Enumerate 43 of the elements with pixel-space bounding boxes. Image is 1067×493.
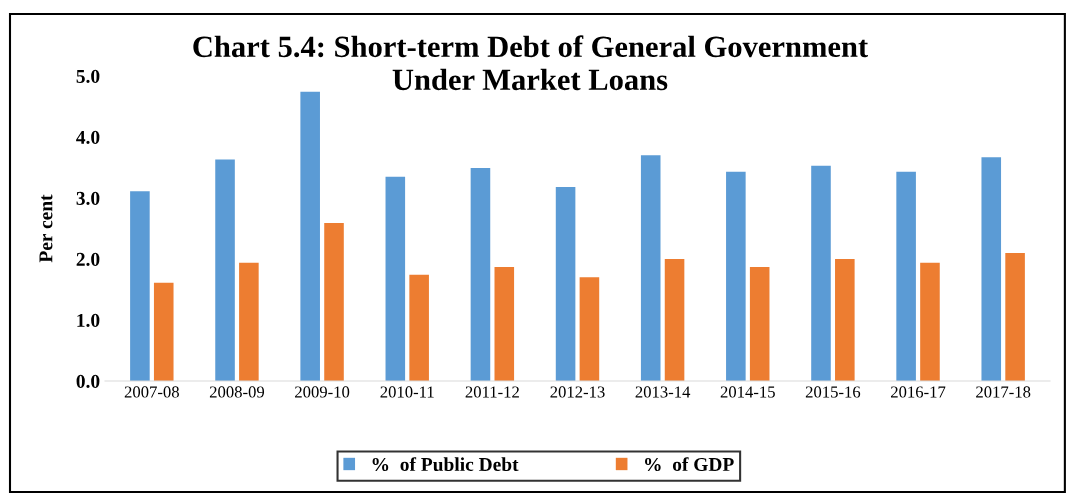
- bar: [726, 171, 746, 381]
- x-tick-label: 2010-11: [380, 386, 434, 398]
- x-tick-label: 2007-08: [124, 386, 179, 398]
- bar: [664, 259, 685, 381]
- y-axis-title: Per cent: [39, 194, 53, 263]
- bar: [920, 262, 940, 381]
- y-tick-label: 5.0: [76, 69, 100, 84]
- x-tick-label: 2008-09: [209, 386, 265, 398]
- bar: [153, 282, 174, 381]
- y-tick-label: 1.0: [77, 313, 100, 328]
- x-tick-label: 2016-17: [891, 386, 946, 398]
- bar: [130, 191, 150, 381]
- bar: [555, 187, 576, 381]
- bar: [385, 176, 406, 381]
- y-tick-label: 2.0: [76, 252, 100, 267]
- bar: [749, 266, 770, 381]
- bar: [835, 259, 855, 381]
- x-tick-label: 2012-13: [550, 386, 605, 398]
- bar: [1005, 252, 1025, 381]
- x-tick-label: 2017-18: [976, 386, 1031, 398]
- x-tick-label: 2011-12: [465, 386, 519, 398]
- x-tick-label: 2015-16: [805, 386, 861, 398]
- bar: [494, 266, 515, 381]
- legend-label: % of GDP: [645, 457, 734, 472]
- bar: [409, 274, 429, 381]
- bar: [811, 165, 831, 381]
- x-tick-label: 2014-15: [720, 386, 775, 398]
- bar: [300, 91, 320, 381]
- bar: [981, 157, 1002, 381]
- bar: [324, 223, 344, 381]
- y-tick-label: 0.0: [76, 374, 100, 389]
- bar: [640, 155, 661, 381]
- bar: [896, 171, 916, 381]
- bar: [579, 277, 600, 381]
- legend-label: % of Public Debt: [372, 457, 519, 472]
- y-tick-label: 4.0: [76, 130, 100, 145]
- bar: [470, 168, 491, 381]
- x-tick-label: 2013-14: [635, 386, 691, 398]
- y-tick-label: 3.0: [76, 191, 100, 206]
- x-tick-label: 2009-10: [295, 386, 350, 398]
- chart-title: Chart 5.4: Short-term Debt of General Government Under Market Loans: [193, 35, 869, 91]
- bar: [239, 262, 259, 381]
- bar: [215, 159, 235, 381]
